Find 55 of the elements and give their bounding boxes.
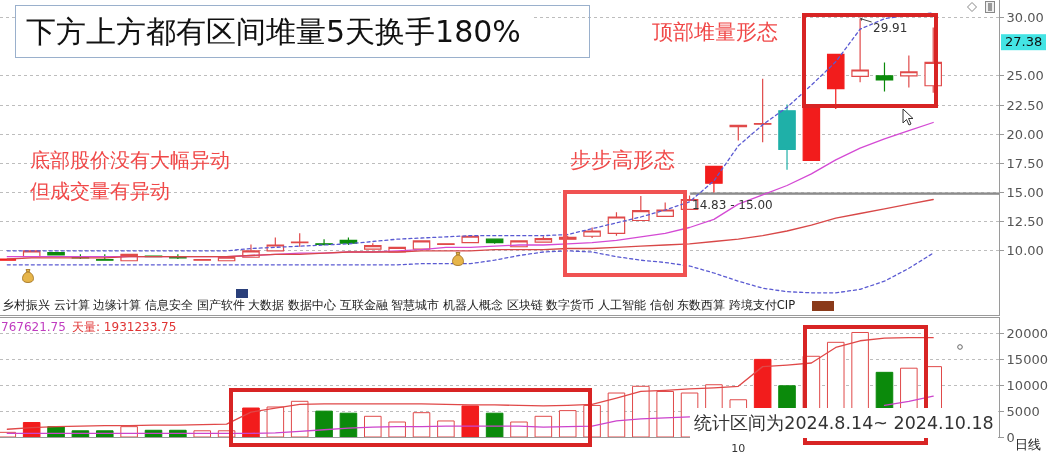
bar: [485, 412, 504, 437]
y-tick-label: 0: [1006, 429, 1015, 445]
line-series: [6, 12, 934, 252]
candlestick: [705, 165, 723, 194]
bar: [339, 412, 358, 437]
y-tick-label: 10.00: [1006, 243, 1044, 259]
candlestick: [900, 54, 918, 89]
annotation: 但成交量有异动: [30, 179, 170, 203]
candlestick: [534, 235, 553, 243]
y-tick-label: 30.00: [1006, 10, 1044, 26]
y-tick-label: 20.00: [1006, 126, 1044, 142]
bar: [558, 410, 577, 437]
annotation: 29.91: [873, 21, 908, 35]
bar: [242, 407, 260, 437]
annotation: 乡村振兴 云计算 边缘计算 信息安全 国产软件 大数据 数据中心 互联金融 智慧城市 机器人概念 区块链 数字货币 人工智能 信创 东数西算 跨境支付CIP: [2, 298, 796, 313]
annotation: 顶部堆量形态: [652, 20, 778, 45]
candlestick: [632, 195, 650, 222]
candlestick: [193, 258, 212, 261]
candlestick: [753, 78, 772, 143]
bar: [315, 410, 333, 437]
line-series: [6, 250, 934, 294]
candlestick: [826, 53, 845, 110]
y-tick-label: 15000: [1006, 351, 1048, 367]
y-tick-label: 25.00: [1006, 68, 1044, 84]
candlestick: [47, 251, 65, 257]
y-tick-label: 10000: [1006, 377, 1048, 393]
text: 27.38: [1005, 34, 1043, 50]
candlestick: [437, 243, 455, 246]
x-tick-label: 10: [731, 442, 746, 455]
y-tick-label: 17.50: [1006, 155, 1044, 171]
y-tick-label: 5000: [1006, 403, 1040, 419]
y-tick-label: 12.50: [1006, 214, 1044, 230]
annotation: 步步高形态: [569, 148, 675, 173]
candlestick: [607, 211, 626, 237]
annotation: 底部股价没有大幅异动: [30, 148, 230, 172]
y-tick-label: 20000: [1006, 326, 1048, 342]
bar: [412, 412, 431, 437]
candlestick: [364, 242, 382, 250]
bar: [364, 415, 382, 437]
bar: [388, 421, 406, 437]
y-tick-label: 22.50: [1006, 97, 1044, 113]
annotation: 767621.75: [1, 319, 66, 334]
bar: [534, 415, 553, 437]
bar: [437, 420, 455, 437]
bar: [461, 405, 480, 437]
y-tick-label: 15.00: [1006, 185, 1044, 201]
candlestick: [656, 201, 674, 218]
annotation: 天量: 1931233.75: [72, 319, 177, 334]
candlestick: [875, 61, 894, 93]
candlestick: [778, 103, 796, 171]
text: 日线: [1015, 437, 1041, 453]
annotation: 统计区间为2024.8.14~ 2024.10.18: [694, 412, 994, 434]
candlestick: [95, 253, 114, 261]
candlestick: [290, 232, 309, 248]
candlestick: [583, 226, 601, 239]
